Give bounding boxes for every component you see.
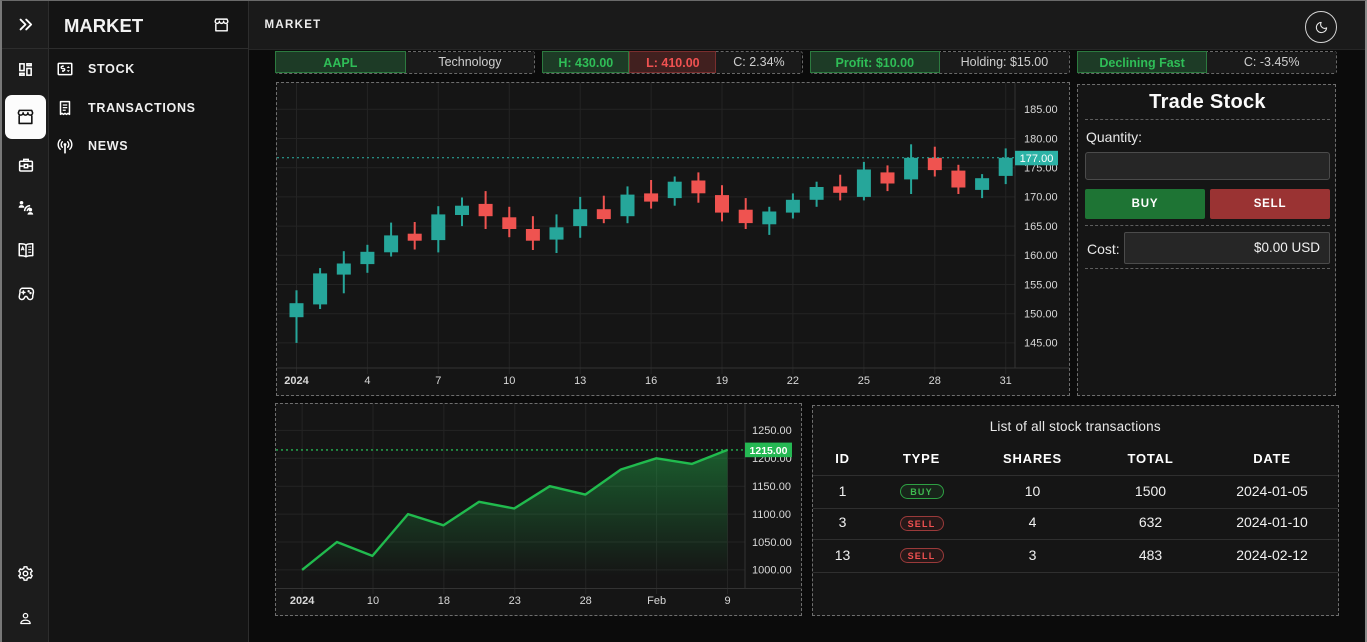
svg-text:160.00: 160.00 [1024,250,1058,262]
svg-text:10: 10 [503,375,515,387]
svg-text:19: 19 [715,375,727,387]
svg-text:180.00: 180.00 [1024,133,1058,145]
svg-text:2024: 2024 [289,595,314,607]
svg-text:1050.00: 1050.00 [752,537,792,549]
svg-text:Feb: Feb [647,595,666,607]
svg-text:31: 31 [999,375,1011,387]
svg-text:1100.00: 1100.00 [752,509,791,521]
svg-text:9: 9 [724,595,730,607]
svg-text:177.00: 177.00 [1019,153,1053,165]
svg-text:1250.00: 1250.00 [752,425,792,437]
svg-text:165.00: 165.00 [1024,221,1058,233]
svg-text:10: 10 [366,595,378,607]
svg-text:4: 4 [364,375,370,387]
svg-text:13: 13 [574,375,586,387]
svg-text:170.00: 170.00 [1024,192,1058,204]
svg-text:2024: 2024 [284,375,309,387]
svg-text:150.00: 150.00 [1024,309,1058,321]
svg-text:28: 28 [928,375,940,387]
svg-text:145.00: 145.00 [1024,338,1058,350]
svg-text:1000.00: 1000.00 [752,565,792,577]
svg-text:22: 22 [786,375,798,387]
svg-text:25: 25 [857,375,869,387]
svg-text:1150.00: 1150.00 [752,481,791,493]
svg-text:28: 28 [579,595,591,607]
svg-text:155.00: 155.00 [1024,279,1058,291]
svg-text:16: 16 [644,375,656,387]
svg-text:175.00: 175.00 [1024,163,1058,175]
svg-text:185.00: 185.00 [1024,104,1058,116]
svg-text:1215.00: 1215.00 [749,445,787,457]
svg-text:18: 18 [437,595,449,607]
svg-text:23: 23 [508,595,520,607]
svg-text:7: 7 [435,375,441,387]
